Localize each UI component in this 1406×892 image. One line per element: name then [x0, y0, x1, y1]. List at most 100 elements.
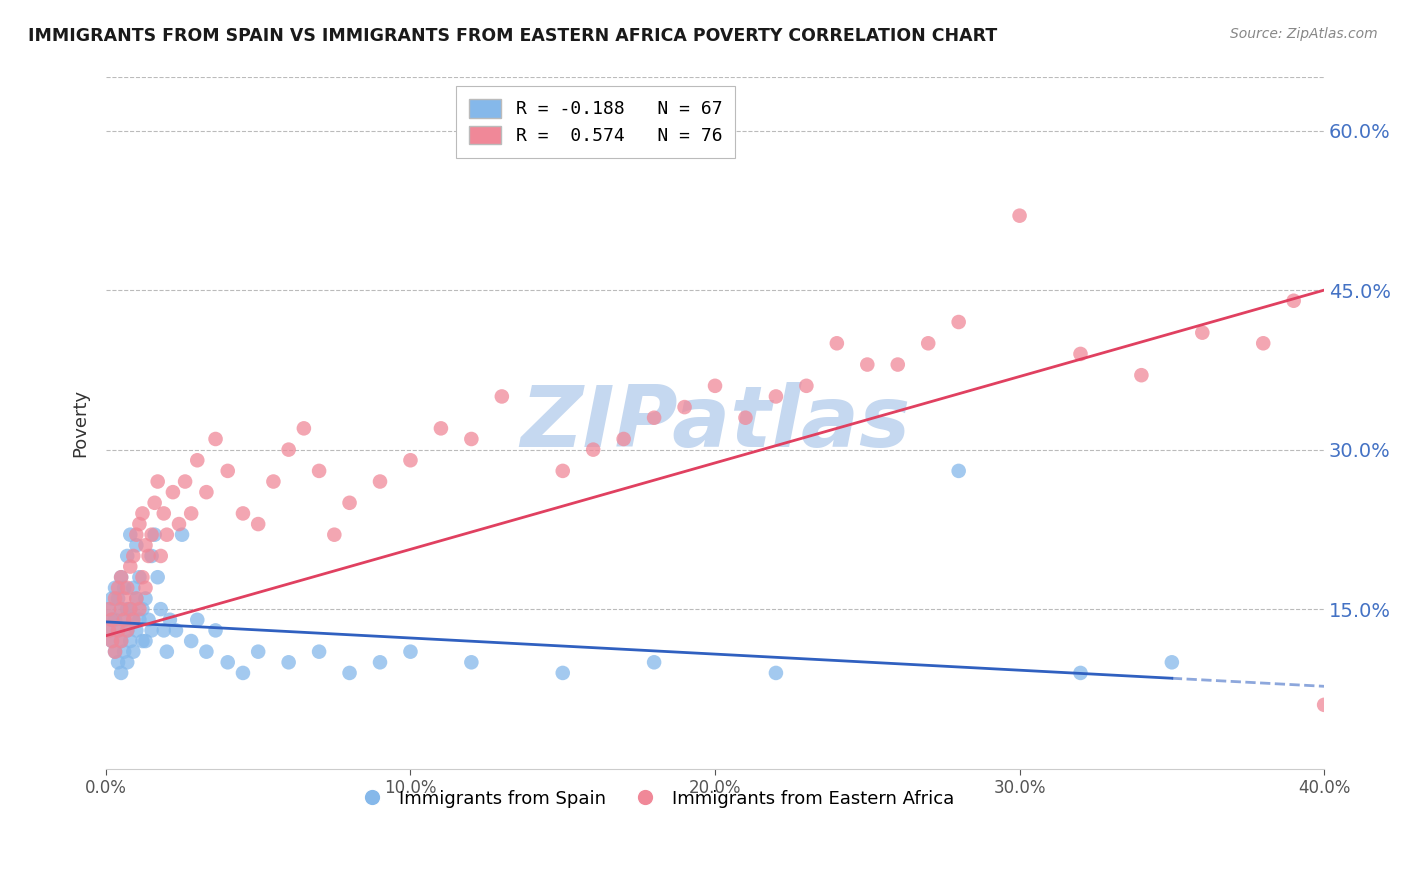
Point: [159, 613, 181, 627]
Point: [107, 581, 129, 595]
Point: [156, 645, 179, 659]
Point: [104, 613, 127, 627]
Point: [97, 602, 120, 616]
Point: [115, 602, 138, 616]
Point: [104, 645, 127, 659]
Point: [104, 591, 127, 606]
Point: [110, 602, 132, 616]
Point: [112, 613, 135, 627]
Point: [134, 538, 156, 552]
Point: [120, 559, 142, 574]
Point: [368, 475, 391, 489]
Point: [110, 634, 132, 648]
Point: [138, 613, 160, 627]
Point: [1008, 209, 1031, 223]
Point: [138, 549, 160, 563]
Point: [128, 570, 150, 584]
Point: [110, 570, 132, 584]
Point: [204, 624, 226, 638]
Point: [308, 464, 330, 478]
Point: [156, 527, 179, 541]
Point: [125, 591, 148, 606]
Point: [673, 400, 696, 414]
Point: [112, 613, 135, 627]
Point: [167, 517, 190, 532]
Point: [120, 602, 142, 616]
Point: [704, 379, 727, 393]
Point: [170, 527, 193, 541]
Point: [112, 645, 135, 659]
Point: [948, 315, 970, 329]
Point: [107, 624, 129, 638]
Point: [143, 496, 166, 510]
Point: [174, 475, 197, 489]
Point: [149, 602, 172, 616]
Point: [195, 485, 218, 500]
Point: [110, 665, 132, 680]
Point: [948, 464, 970, 478]
Point: [856, 358, 879, 372]
Point: [152, 624, 174, 638]
Point: [460, 655, 482, 669]
Point: [825, 336, 848, 351]
Point: [232, 507, 254, 521]
Point: [247, 517, 270, 532]
Point: [323, 527, 346, 541]
Point: [146, 475, 169, 489]
Point: [125, 527, 148, 541]
Text: ZIPatlas: ZIPatlas: [520, 382, 910, 465]
Point: [104, 645, 127, 659]
Text: Source: ZipAtlas.com: Source: ZipAtlas.com: [1230, 27, 1378, 41]
Point: [917, 336, 939, 351]
Point: [115, 624, 138, 638]
Point: [491, 389, 513, 403]
Point: [101, 613, 124, 627]
Point: [1191, 326, 1213, 340]
Point: [1251, 336, 1274, 351]
Point: [131, 507, 153, 521]
Point: [131, 570, 153, 584]
Point: [430, 421, 453, 435]
Point: [134, 634, 156, 648]
Point: [122, 581, 145, 595]
Point: [122, 645, 145, 659]
Point: [101, 634, 124, 648]
Point: [582, 442, 605, 457]
Point: [125, 591, 148, 606]
Point: [122, 549, 145, 563]
Point: [186, 453, 208, 467]
Point: [765, 389, 787, 403]
Point: [734, 410, 756, 425]
Point: [97, 624, 120, 638]
Point: [115, 624, 138, 638]
Point: [1069, 347, 1091, 361]
Point: [107, 655, 129, 669]
Point: [152, 507, 174, 521]
Point: [107, 591, 129, 606]
Point: [110, 602, 132, 616]
Y-axis label: Poverty: Poverty: [72, 389, 89, 457]
Point: [120, 602, 142, 616]
Point: [101, 591, 124, 606]
Point: [460, 432, 482, 446]
Point: [292, 421, 315, 435]
Point: [134, 591, 156, 606]
Point: [128, 517, 150, 532]
Point: [1069, 665, 1091, 680]
Point: [765, 665, 787, 680]
Point: [134, 581, 156, 595]
Point: [339, 665, 361, 680]
Point: [368, 655, 391, 669]
Point: [308, 645, 330, 659]
Point: [115, 581, 138, 595]
Point: [104, 581, 127, 595]
Point: [1130, 368, 1153, 383]
Point: [643, 655, 665, 669]
Point: [115, 655, 138, 669]
Point: [1160, 655, 1182, 669]
Point: [120, 527, 142, 541]
Point: [146, 570, 169, 584]
Point: [195, 645, 218, 659]
Point: [141, 549, 163, 563]
Point: [97, 602, 120, 616]
